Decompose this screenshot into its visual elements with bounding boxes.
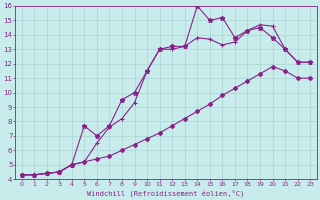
X-axis label: Windchill (Refroidissement éolien,°C): Windchill (Refroidissement éolien,°C) (87, 189, 244, 197)
